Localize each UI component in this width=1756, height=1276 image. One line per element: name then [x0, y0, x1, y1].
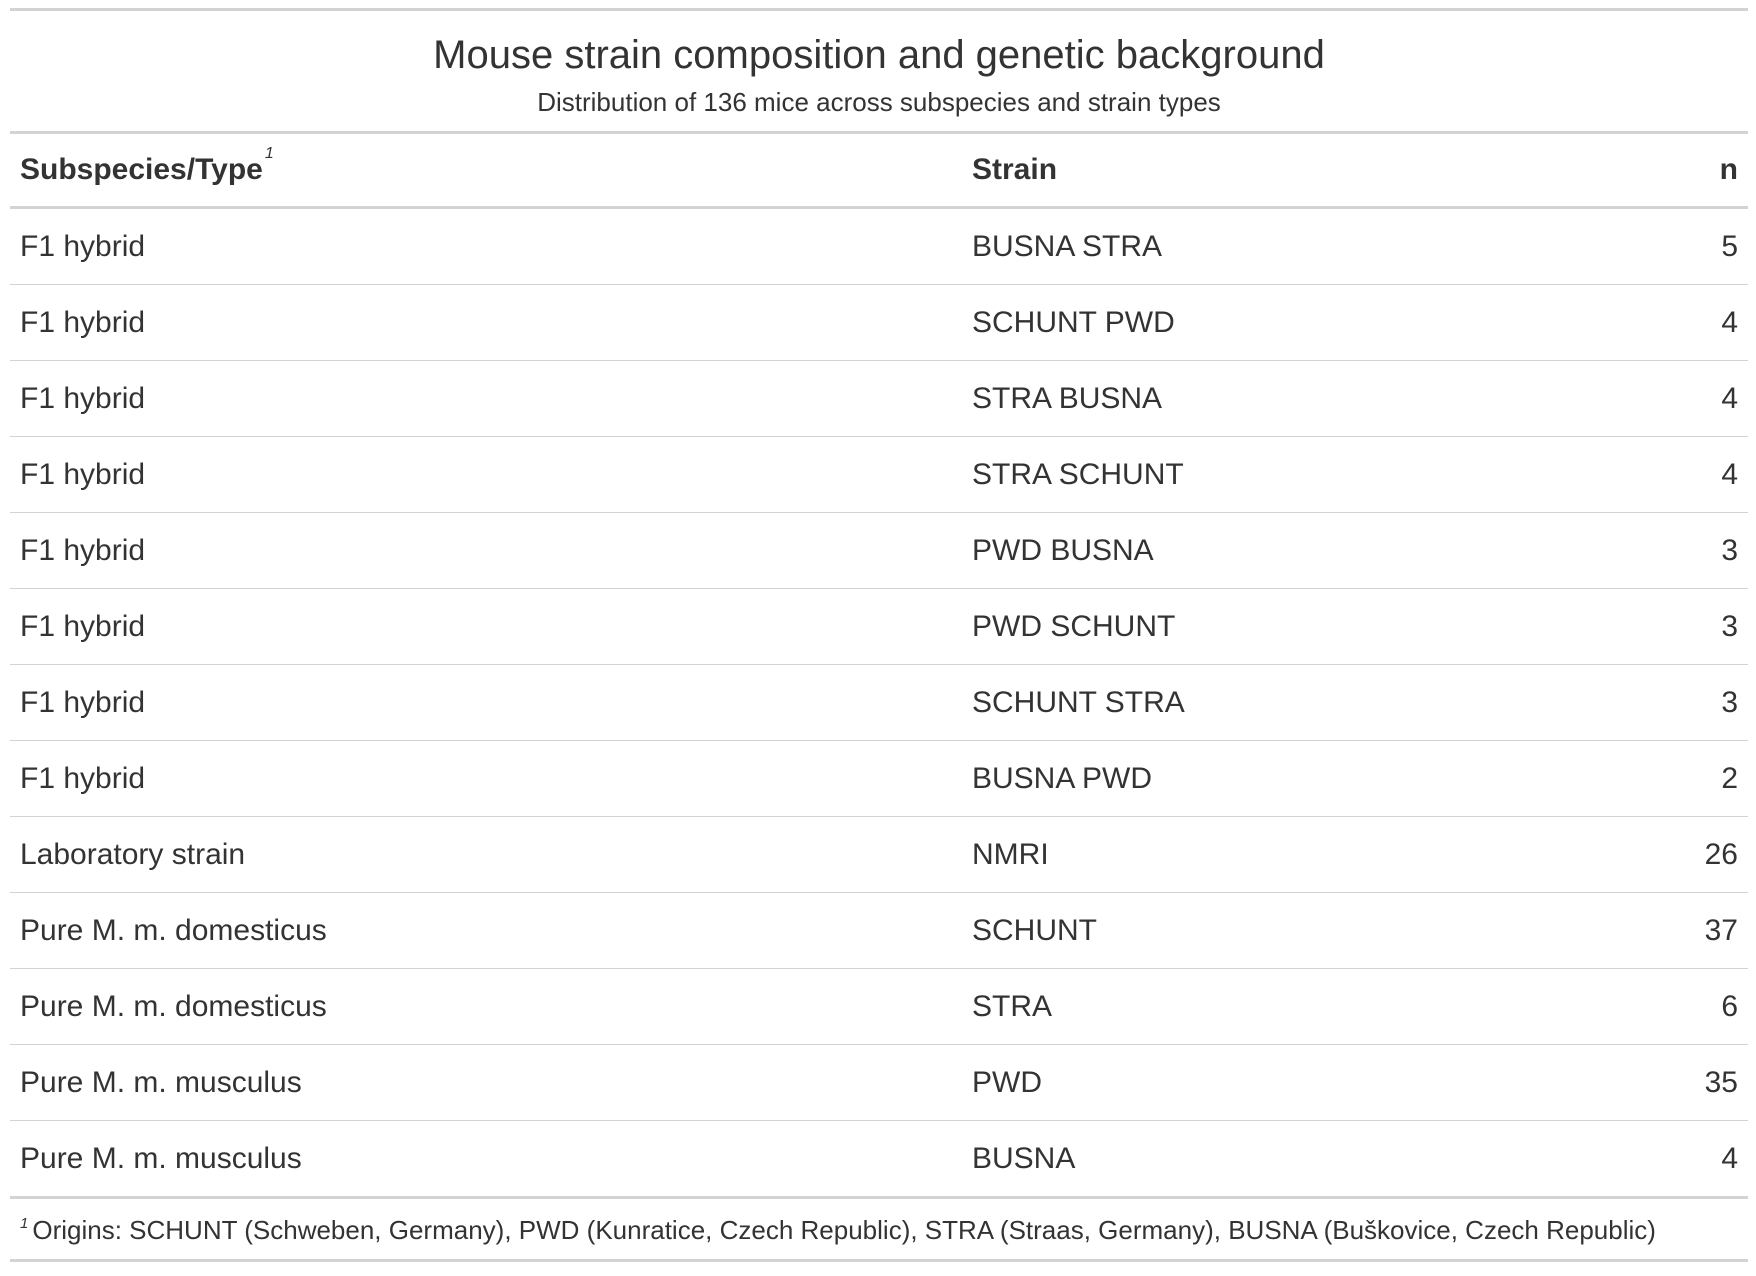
table-row: Laboratory strain NMRI 26 — [10, 816, 1748, 893]
footnote-mark: 1 — [20, 1215, 29, 1232]
cell-type: F1 hybrid — [20, 609, 146, 643]
table-body: F1 hybrid BUSNA STRA 5 F1 hybrid SCHUNT PWD 4… — [10, 208, 1748, 1198]
cell-strain: BUSNA STRA — [972, 229, 1163, 263]
cell-type: F1 hybrid — [20, 305, 146, 339]
table-row: F1 hybrid SCHUNT STRA 3 — [10, 664, 1748, 741]
cell-type: F1 hybrid — [20, 761, 146, 795]
cell-strain: PWD SCHUNT — [972, 609, 1176, 643]
cell-strain: PWD BUSNA — [972, 533, 1154, 567]
cell-type: Pure M. m. musculus — [20, 1141, 302, 1175]
cell-type: F1 hybrid — [20, 381, 146, 415]
table-title: Mouse strain composition and genetic bac… — [433, 33, 1325, 77]
cell-strain: SCHUNT PWD — [972, 305, 1175, 339]
table-heading: Mouse strain composition and genetic bac… — [10, 11, 1748, 131]
table-footnote: 1 Origins: SCHUNT (Schweben, Germany), PW… — [10, 1199, 1748, 1259]
table-row: F1 hybrid STRA SCHUNT 4 — [10, 436, 1748, 513]
table-row: F1 hybrid BUSNA STRA 5 — [10, 208, 1748, 285]
table-row: F1 hybrid BUSNA PWD 2 — [10, 740, 1748, 817]
cell-n: 35 — [1704, 1065, 1738, 1099]
header-row: Subspecies/Type 1 Strain n — [10, 132, 1748, 208]
cell-strain: SCHUNT STRA — [972, 685, 1185, 719]
cell-strain: BUSNA — [972, 1141, 1076, 1175]
cell-strain: STRA SCHUNT — [972, 457, 1184, 491]
strain-table: Subspecies/Type 1 Strain n F1 hybrid BUSNA… — [10, 131, 1748, 1199]
cell-type: Laboratory strain — [20, 837, 246, 871]
cell-type: Pure M. m. domesticus — [20, 913, 327, 947]
column-header-strain: Strain — [972, 153, 1058, 186]
cell-n: 37 — [1704, 913, 1738, 947]
table-row: Pure M. m. musculus BUSNA 4 — [10, 1120, 1748, 1198]
cell-n: 3 — [1721, 533, 1738, 567]
cell-n: 3 — [1721, 609, 1738, 643]
cell-n: 6 — [1721, 989, 1738, 1023]
cell-strain: NMRI — [972, 837, 1049, 871]
cell-n: 26 — [1704, 837, 1738, 871]
table-row: Pure M. m. domesticus SCHUNT 37 — [10, 892, 1748, 969]
bottom-rule — [10, 1259, 1748, 1262]
table-subtitle: Distribution of 136 mice across subspeci… — [537, 87, 1221, 117]
cell-type: F1 hybrid — [20, 457, 146, 491]
cell-n: 2 — [1721, 761, 1738, 795]
cell-type: Pure M. m. musculus — [20, 1065, 302, 1099]
column-header-type: Subspecies/Type 1 — [10, 133, 962, 208]
cell-type: F1 hybrid — [20, 533, 146, 567]
top-rule — [10, 8, 1748, 11]
cell-strain: STRA — [972, 989, 1053, 1023]
table-container: Mouse strain composition and genetic bac… — [10, 8, 1748, 1262]
column-header-n: n — [1719, 153, 1738, 186]
cell-type: Pure M. m. domesticus — [20, 989, 327, 1023]
table-row: F1 hybrid SCHUNT PWD 4 — [10, 284, 1748, 361]
table-row: Pure M. m. domesticus STRA 6 — [10, 968, 1748, 1045]
table-row: F1 hybrid STRA BUSNA 4 — [10, 360, 1748, 437]
cell-type: F1 hybrid — [20, 685, 146, 719]
cell-strain: BUSNA PWD — [972, 761, 1153, 795]
cell-n: 4 — [1721, 305, 1738, 339]
table-row: F1 hybrid PWD BUSNA 3 — [10, 512, 1748, 589]
table-header: Subspecies/Type 1 Strain n — [10, 132, 1748, 208]
cell-strain: STRA BUSNA — [972, 381, 1163, 415]
cell-n: 5 — [1721, 229, 1738, 263]
cell-strain: SCHUNT — [972, 913, 1097, 947]
cell-n: 4 — [1721, 457, 1738, 491]
cell-n: 4 — [1721, 1141, 1738, 1175]
cell-strain: PWD — [972, 1065, 1042, 1099]
table-row: F1 hybrid PWD SCHUNT 3 — [10, 588, 1748, 665]
cell-type: F1 hybrid — [20, 229, 146, 263]
table-row: Pure M. m. musculus PWD 35 — [10, 1044, 1748, 1121]
footnote-text: Origins: SCHUNT (Schweben, Germany), PWD… — [32, 1215, 1656, 1245]
column-header-type-label: Subspecies/Type — [20, 153, 263, 186]
footnote-marker: 1 — [264, 145, 274, 162]
cell-n: 4 — [1721, 381, 1738, 415]
cell-n: 3 — [1721, 685, 1738, 719]
